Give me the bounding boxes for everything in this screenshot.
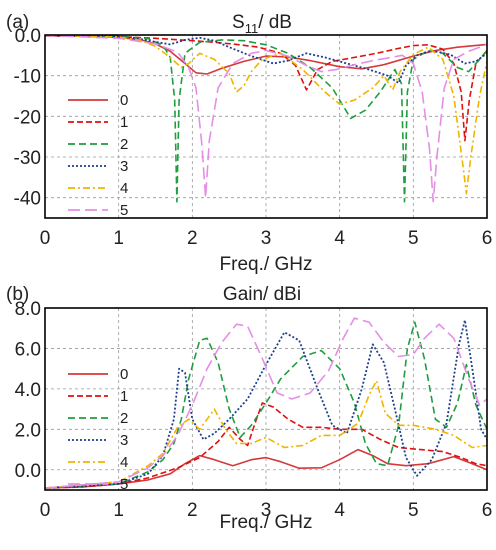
series-line-3: [45, 319, 487, 489]
series-line-2: [45, 35, 487, 203]
series-line-0: [45, 448, 487, 489]
x-tick-label: 1: [113, 228, 124, 249]
chart-panel-0: 0 1 2 3 4 5 6 0.0 -10 -20 -30 -40 Freq./ GHz (a) S11/ …: [6, 12, 492, 275]
legend: 0 1 2 3 4 5: [68, 366, 128, 493]
x-axis-label: Freq./ GHz: [220, 512, 313, 533]
plot-frame: [44, 307, 488, 491]
y-tick-label: 0.0: [15, 461, 41, 482]
y-tick-label: -30: [14, 148, 41, 169]
y-tick-label: -10: [14, 67, 41, 88]
series-line-5: [45, 35, 487, 203]
x-tick-label: 5: [408, 500, 419, 521]
x-tick-label: 6: [482, 228, 493, 249]
y-tick-label: 8.0: [15, 299, 41, 320]
legend-label-2: 2: [120, 136, 128, 153]
x-tick-label: 2: [187, 500, 198, 521]
series-group: [45, 35, 487, 203]
x-tick-label: 4: [334, 228, 345, 249]
x-axis-label: Freq./ GHz: [220, 254, 313, 275]
series-line-1: [45, 402, 487, 489]
legend: 0 1 2 3 4 5: [68, 92, 128, 219]
legend-label-4: 4: [120, 454, 128, 471]
plot-frame: [44, 34, 488, 219]
x-tick-label: 3: [261, 228, 272, 249]
y-tick-label: -40: [14, 189, 41, 210]
x-tick-label: 6: [482, 500, 493, 521]
x-tick-label: 1: [113, 500, 124, 521]
legend-label-4: 4: [120, 180, 128, 197]
y-tick-label: 4.0: [15, 380, 41, 401]
legend-label-0: 0: [120, 92, 128, 109]
chart-title: S11/ dB: [232, 12, 292, 36]
legend-label-1: 1: [120, 114, 128, 131]
series-line-4: [45, 35, 487, 195]
series-line-5: [45, 317, 487, 489]
legend-label-0: 0: [120, 366, 128, 383]
y-tick-label: -20: [14, 107, 41, 128]
panel-label: (a): [6, 12, 29, 33]
x-tick-label: 3: [261, 500, 272, 521]
x-tick-label: 2: [187, 228, 198, 249]
legend-label-3: 3: [120, 158, 128, 175]
legend-label-3: 3: [120, 432, 128, 449]
panel-label: (b): [6, 284, 29, 305]
x-tick-label: 4: [334, 500, 345, 521]
series-line-2: [45, 321, 487, 489]
x-tick-label: 5: [408, 228, 419, 249]
x-tick-label: 0: [40, 500, 51, 521]
chart-panel-1: 0 1 2 3 4 5 6 8.0 6.0 4.0 2.0 0.0 Freq./ GHz (b) Gain/…: [6, 284, 492, 533]
series-line-0: [45, 35, 487, 75]
y-tick-label: 0.0: [15, 26, 41, 47]
y-tick-label: 6.0: [15, 339, 41, 360]
x-tick-label: 0: [40, 228, 51, 249]
series-line-1: [45, 35, 487, 142]
legend-label-1: 1: [120, 388, 128, 405]
y-tick-label: 2.0: [15, 420, 41, 441]
legend-label-5: 5: [120, 476, 128, 493]
legend-label-2: 2: [120, 410, 128, 427]
series-line-4: [45, 380, 487, 489]
legend-label-5: 5: [120, 202, 128, 219]
series-group: [45, 317, 487, 489]
chart-title: Gain/ dBi: [223, 284, 301, 305]
